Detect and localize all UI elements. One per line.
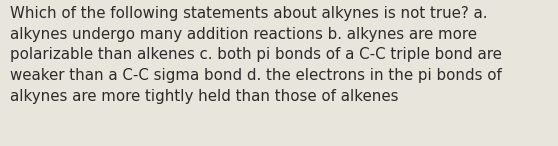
Text: Which of the following statements about alkynes is not true? a.
alkynes undergo : Which of the following statements about … bbox=[10, 6, 502, 104]
